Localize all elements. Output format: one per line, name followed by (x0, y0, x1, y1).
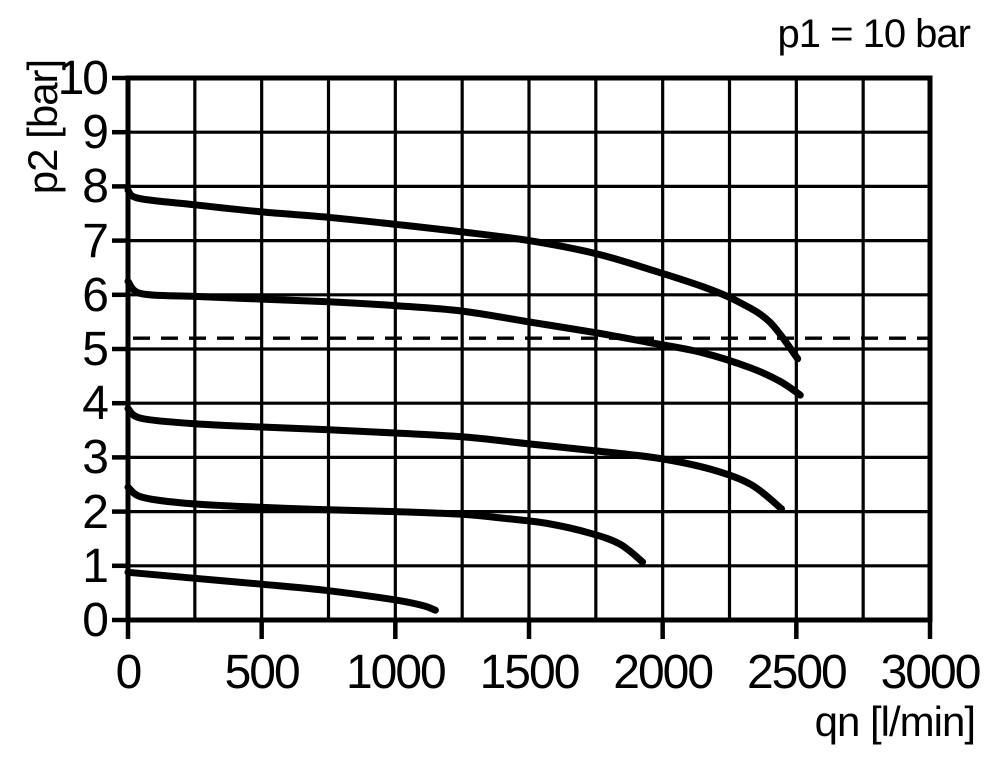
x-tick-label: 2500 (746, 646, 848, 699)
curve-5 (124, 568, 439, 614)
y-tick-label: 6 (82, 268, 109, 322)
curve-1 (124, 186, 802, 363)
y-tick-label: 7 (82, 214, 109, 268)
y-tick-label: 9 (82, 106, 109, 160)
y-tick-label: 2 (82, 485, 109, 539)
x-tick-label: 1000 (345, 646, 447, 699)
y-tick-label: 10 (57, 52, 109, 105)
y-tick-label: 4 (82, 377, 109, 431)
curve-3 (124, 405, 786, 513)
x-axis-label: qn [l/min] (814, 698, 976, 745)
y-tick-label: 8 (82, 160, 109, 214)
x-tick-label: 500 (224, 646, 301, 699)
y-tick-label: 5 (82, 323, 109, 376)
y-tick-label: 3 (82, 431, 109, 485)
x-tick-label: 1500 (479, 646, 581, 699)
curve-2 (124, 277, 804, 399)
chart-title-p1-annotation: p1 = 10 bar (777, 12, 971, 56)
x-tick-label: 2000 (613, 646, 714, 699)
y-tick-label: 1 (82, 539, 109, 593)
x-tick-label: 3000 (880, 646, 982, 699)
y-tick-label: 0 (82, 594, 109, 647)
x-tick-label: 0 (115, 646, 143, 699)
curve-4 (124, 483, 647, 566)
